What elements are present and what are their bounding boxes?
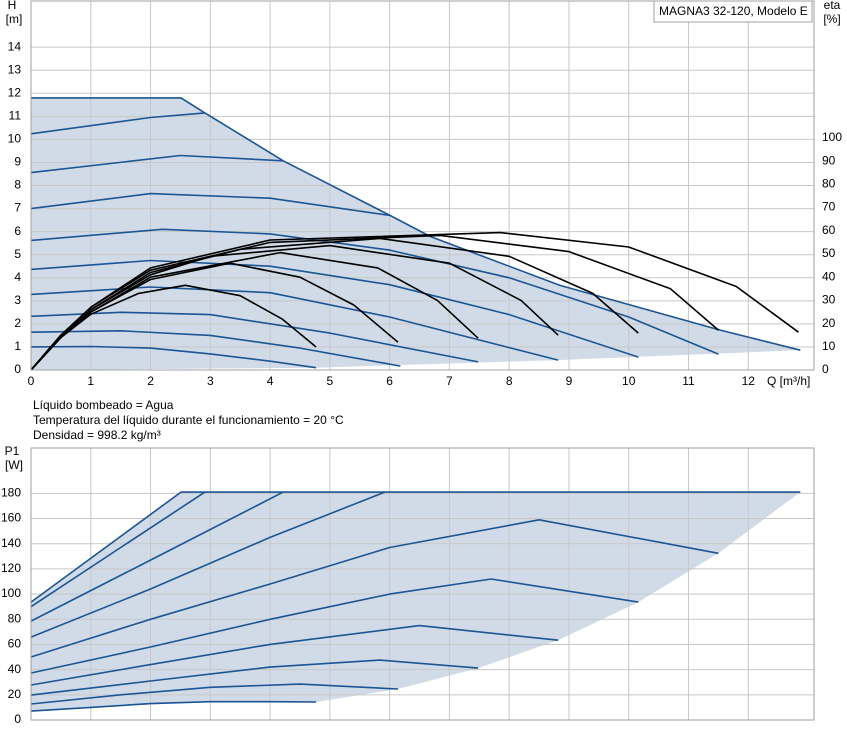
y-tick-label: 60 <box>8 637 22 651</box>
y2-tick-label: 0 <box>822 362 829 376</box>
y-tick-label: 11 <box>9 108 22 122</box>
x-tick-label: 8 <box>506 374 513 388</box>
x-tick-label: 4 <box>267 374 274 388</box>
y-tick-label: 5 <box>14 247 21 261</box>
curve <box>30 228 719 355</box>
y-tick-label: 40 <box>8 662 22 676</box>
y-tick-label: 80 <box>8 611 22 625</box>
y2-tick-label: 40 <box>822 269 836 283</box>
plot-frame <box>30 447 815 721</box>
x-tick-label: 10 <box>622 374 636 388</box>
y-tick-label: 7 <box>14 201 21 215</box>
curve <box>30 491 206 608</box>
y-tick-label: 3 <box>14 293 21 307</box>
curve <box>30 519 719 658</box>
y-tick-label: 12 <box>8 85 22 99</box>
y-axis-unit: [m] <box>6 12 23 26</box>
curve <box>30 330 401 367</box>
y2-tick-label: 20 <box>822 316 836 330</box>
curve <box>30 112 205 135</box>
legend-box <box>653 0 813 23</box>
y2-tick-label: 60 <box>822 223 836 237</box>
y2-tick-label: 80 <box>822 177 836 191</box>
y-axis-label: H <box>8 0 17 12</box>
y-tick-label: 160 <box>1 511 21 525</box>
y-tick-label: 100 <box>1 586 21 600</box>
curve <box>30 659 479 696</box>
y-axis-label: P1 <box>5 444 20 458</box>
y2-tick-label: 90 <box>822 153 836 167</box>
curve <box>30 259 639 358</box>
curve <box>30 286 559 361</box>
y-tick-label: 14 <box>8 39 22 53</box>
curve <box>30 192 391 217</box>
curve <box>30 624 559 686</box>
y2-tick-label: 10 <box>822 339 836 353</box>
plot-frame <box>30 0 815 371</box>
x-tick-label: 9 <box>566 374 573 388</box>
y2-axis-unit: [%] <box>823 12 840 26</box>
x-tick-label: 7 <box>446 374 453 388</box>
operating-area <box>31 492 801 712</box>
curve <box>30 700 317 712</box>
y-tick-label: 120 <box>1 561 21 575</box>
curve <box>31 97 801 351</box>
y-tick-label: 140 <box>1 536 21 550</box>
y2-tick-label: 50 <box>822 246 836 260</box>
y-tick-label: 13 <box>8 62 22 76</box>
curve <box>30 231 799 371</box>
y2-axis-label: eta <box>824 0 841 12</box>
note: Líquido bombeado = Agua <box>33 398 174 412</box>
y-tick-label: 4 <box>14 270 21 284</box>
x-tick-label: 6 <box>386 374 393 388</box>
plot <box>30 447 815 721</box>
legend-text: MAGNA3 32-120, Modelo E <box>659 4 808 18</box>
curve <box>30 345 317 369</box>
y-axis-unit: [W] <box>5 458 23 472</box>
y-tick-label: 0 <box>14 362 21 376</box>
y2-tick-label: 30 <box>822 293 836 307</box>
y-tick-label: 1 <box>14 339 21 353</box>
x-axis-label: Q [m³/h] <box>767 374 810 388</box>
x-tick-label: 0 <box>28 374 35 388</box>
y2-tick-label: 100 <box>822 130 842 144</box>
curve <box>30 154 284 174</box>
curve <box>30 683 399 705</box>
y-tick-label: 9 <box>14 155 21 169</box>
x-tick-label: 12 <box>742 374 756 388</box>
curve <box>30 491 801 603</box>
y-tick-label: 6 <box>14 224 21 238</box>
x-tick-label: 5 <box>327 374 334 388</box>
y-tick-label: 10 <box>8 132 22 146</box>
curve <box>30 491 386 638</box>
x-tick-label: 2 <box>147 374 154 388</box>
plot <box>30 0 815 371</box>
operating-area <box>31 97 801 371</box>
curve <box>30 491 284 622</box>
curve <box>30 578 639 674</box>
x-tick-label: 1 <box>87 374 94 388</box>
y-tick-label: 8 <box>14 178 21 192</box>
note: Densidad = 998.2 kg/m³ <box>33 428 161 442</box>
y-tick-label: 0 <box>14 712 21 726</box>
y-tick-label: 2 <box>14 316 21 330</box>
note: Temperatura del líquido durante el funci… <box>33 413 344 427</box>
y-tick-label: 20 <box>8 687 22 701</box>
y-tick-label: 180 <box>1 486 21 500</box>
x-tick-label: 3 <box>207 374 214 388</box>
x-tick-label: 11 <box>682 374 695 388</box>
y2-tick-label: 70 <box>822 200 836 214</box>
